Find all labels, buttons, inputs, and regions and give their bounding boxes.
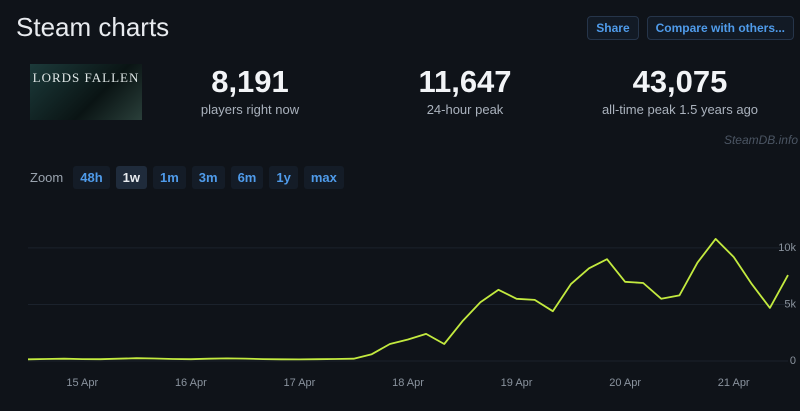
stat-label: 24-hour peak [426, 102, 504, 117]
zoom-button[interactable]: 6m [230, 166, 264, 189]
stat: 8,191 players right now [150, 64, 350, 117]
game-image: LORDS FALLEN [30, 64, 142, 120]
share-button[interactable]: Share [587, 16, 639, 40]
stat-value: 8,191 [211, 64, 289, 99]
zoom-button[interactable]: 1w [115, 166, 147, 189]
stat-value: 11,647 [418, 64, 512, 99]
zoom-button[interactable]: 48h [73, 166, 110, 189]
zoom-button[interactable]: max [303, 166, 344, 189]
line [27, 238, 789, 361]
x-tick-label: 15 Apr [66, 377, 98, 389]
stat-value: 43,075 [632, 64, 728, 99]
x-tick-label: 18 Apr [392, 377, 424, 389]
stat-label: all-time peak 1.5 years ago [601, 102, 759, 117]
header-buttons: Share Compare with others... [587, 16, 794, 40]
chart: 0 5k 10k 15 Apr 16 Apr 17 Apr 18 Apr 19 Apr 20 A… [27, 238, 796, 389]
x-tick-label: 21 Apr [718, 377, 750, 389]
zoom-button[interactable]: 3m [191, 166, 225, 189]
zoom-label: Zoom [30, 170, 64, 185]
zoom-bar: Zoom 48h 1w 1m 3m 6m 1y max [30, 166, 344, 189]
x-tick-label: 17 Apr [284, 377, 316, 389]
zoom-button[interactable]: 1y [269, 166, 298, 189]
stat: 11,647 24-hour peak [365, 64, 565, 117]
compare-button[interactable]: Compare with others... [646, 16, 794, 40]
zoom-button[interactable]: 1m [152, 166, 186, 189]
y-tick-label: 10k [778, 242, 796, 254]
x-tick-label: 16 Apr [175, 377, 207, 389]
page-title: Steam charts [16, 12, 170, 42]
y-tick-label: 5k [784, 298, 796, 310]
stat-label: players right now [200, 102, 300, 117]
stat: 43,075 all-time peak 1.5 years ago [580, 64, 780, 117]
x-tick-label: 19 Apr [501, 377, 533, 389]
x-tick-label: 20 Apr [609, 377, 641, 389]
y-tick-label: 0 [790, 355, 796, 367]
watermark: SteamDB.info [723, 133, 798, 147]
